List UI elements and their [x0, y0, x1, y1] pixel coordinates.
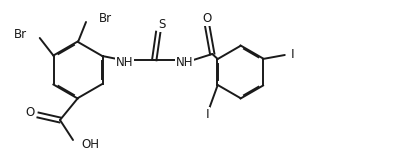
Text: NH: NH: [116, 55, 133, 69]
Text: I: I: [206, 107, 210, 121]
Text: O: O: [25, 106, 35, 119]
Text: S: S: [158, 18, 166, 31]
Text: OH: OH: [81, 139, 99, 152]
Text: NH: NH: [176, 55, 193, 69]
Text: I: I: [291, 48, 294, 61]
Text: Br: Br: [99, 12, 112, 24]
Text: O: O: [203, 12, 212, 25]
Text: Br: Br: [14, 27, 27, 40]
